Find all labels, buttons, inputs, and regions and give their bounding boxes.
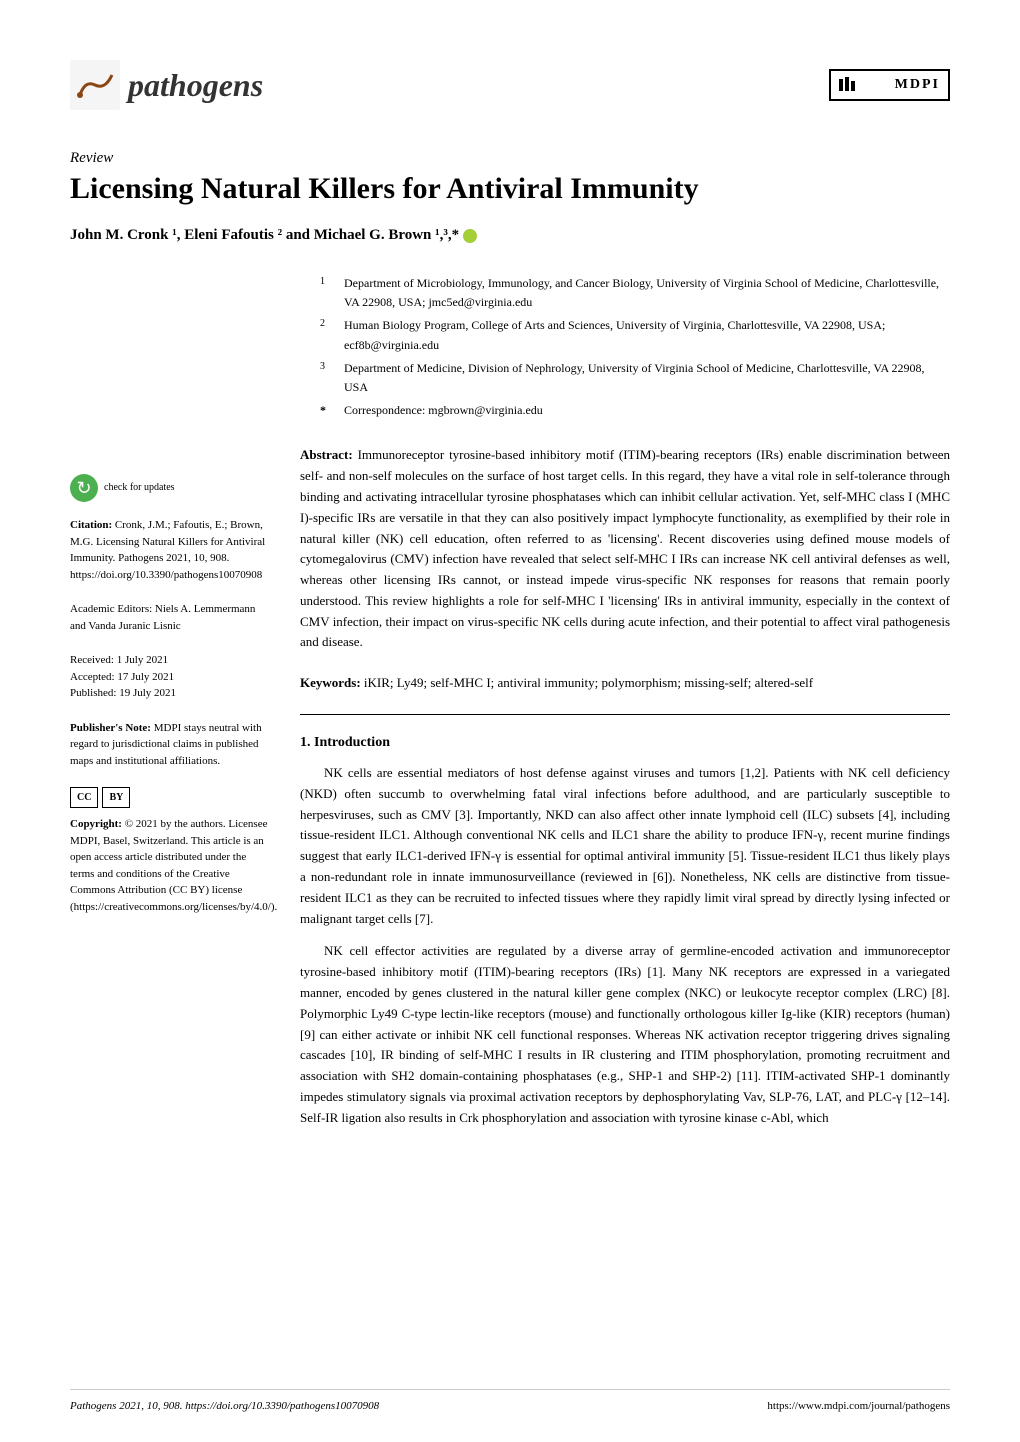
journal-logo: pathogens — [70, 60, 263, 110]
check-updates-label: check for updates — [104, 482, 175, 494]
content-column: 1 Department of Microbiology, Immunology… — [300, 274, 950, 1141]
by-icon: BY — [102, 787, 130, 808]
publisher-note-label: Publisher's Note: — [70, 722, 151, 734]
dates-section: Received: 1 July 2021 Accepted: 17 July … — [70, 652, 270, 702]
received-date: Received: 1 July 2021 — [70, 652, 270, 669]
accepted-date: Accepted: 17 July 2021 — [70, 669, 270, 686]
cc-icon: CC — [70, 787, 98, 808]
journal-name: pathogens — [128, 67, 263, 104]
page-footer: Pathogens 2021, 10, 908. https://doi.org… — [70, 1389, 950, 1412]
affiliation-item: 3 Department of Medicine, Division of Ne… — [320, 359, 950, 397]
abstract-text: Immunoreceptor tyrosine-based inhibitory… — [300, 447, 950, 649]
article-type: Review — [70, 150, 950, 167]
section-title-introduction: 1. Introduction — [300, 735, 950, 751]
body-paragraph: NK cell effector activities are regulate… — [300, 941, 950, 1128]
abstract-label: Abstract: — [300, 447, 353, 462]
citation-label: Citation: — [70, 519, 112, 531]
check-updates-widget[interactable]: ↻ check for updates — [70, 474, 270, 502]
sidebar: ↻ check for updates Citation: Cronk, J.M… — [70, 274, 270, 1141]
affiliation-item: 1 Department of Microbiology, Immunology… — [320, 274, 950, 312]
editors-label: Academic Editors: — [70, 603, 152, 615]
published-date: Published: 19 July 2021 — [70, 685, 270, 702]
pathogens-icon — [70, 60, 120, 110]
check-icon: ↻ — [70, 474, 98, 502]
section-divider — [300, 714, 950, 715]
editors-section: Academic Editors: Niels A. Lemmermann an… — [70, 601, 270, 634]
authors-list: John M. Cronk ¹, Eleni Fafoutis ² and Mi… — [70, 227, 950, 244]
cc-license-badges: CC BY — [70, 787, 270, 808]
footer-citation: Pathogens 2021, 10, 908. https://doi.org… — [70, 1400, 379, 1412]
publisher-note-section: Publisher's Note: MDPI stays neutral wit… — [70, 720, 270, 770]
copyright-text: © 2021 by the authors. Licensee MDPI, Ba… — [70, 818, 277, 913]
copyright-section: Copyright: © 2021 by the authors. Licens… — [70, 816, 270, 915]
main-content: ↻ check for updates Citation: Cronk, J.M… — [70, 274, 950, 1141]
orcid-icon — [463, 229, 477, 243]
affiliation-item: 2 Human Biology Program, College of Arts… — [320, 316, 950, 354]
article-title: Licensing Natural Killers for Antiviral … — [70, 171, 950, 207]
footer-url: https://www.mdpi.com/journal/pathogens — [767, 1400, 950, 1412]
citation-section: Citation: Cronk, J.M.; Fafoutis, E.; Bro… — [70, 517, 270, 583]
affiliations-list: 1 Department of Microbiology, Immunology… — [300, 274, 950, 420]
publisher-logo: MDPI — [829, 69, 950, 101]
copyright-label: Copyright: — [70, 818, 122, 830]
affiliation-item: * Correspondence: mgbrown@virginia.edu — [320, 401, 950, 420]
keywords-text: iKIR; Ly49; self-MHC I; antiviral immuni… — [364, 675, 813, 690]
page-header: pathogens MDPI — [70, 60, 950, 110]
keywords-label: Keywords: — [300, 675, 361, 690]
keywords-section: Keywords: iKIR; Ly49; self-MHC I; antivi… — [300, 673, 950, 694]
abstract-section: Abstract: Immunoreceptor tyrosine-based … — [300, 445, 950, 653]
body-paragraph: NK cells are essential mediators of host… — [300, 763, 950, 929]
